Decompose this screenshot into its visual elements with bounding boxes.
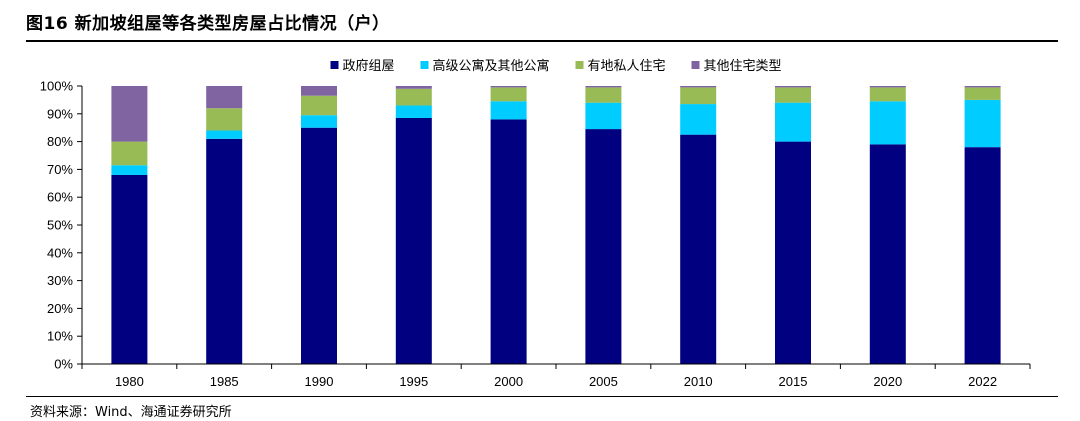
bar-segment-1985-series-2 [206, 130, 243, 139]
bar-segment-2005-series-1 [585, 129, 622, 364]
y-tick-label: 0% [54, 357, 73, 372]
y-tick-label: 80% [47, 134, 73, 149]
x-axis: 1980 1985 1990 1995 2000 2005 2010 2015 2020 2022 [81, 363, 1031, 389]
y-tick-label: 100% [40, 79, 74, 94]
bar-segment-1995-series-2 [395, 105, 432, 118]
x-tick-label: 2010 [684, 374, 713, 389]
y-tick-label: 50% [47, 218, 73, 233]
bar-segment-1990-series-2 [301, 115, 337, 128]
bar-segment-2020-series-3 [869, 87, 906, 102]
x-tick-label: 1990 [305, 374, 334, 389]
bar-segment-1980-series-3 [111, 141, 148, 166]
x-tick-label: 2000 [494, 374, 523, 389]
bar-segment-2022-series-2 [964, 99, 1001, 148]
bar-segment-2000-series-4 [490, 86, 527, 88]
y-tick-label: 70% [47, 162, 73, 177]
bar-segment-2022-series-1 [964, 147, 1001, 364]
bar-segment-1995-series-4 [395, 86, 432, 89]
bar-segment-2005-series-4 [585, 86, 622, 88]
bar-segment-2010-series-2 [680, 104, 717, 135]
source-note: 资料来源：Wind、海通证券研究所 [30, 405, 232, 420]
x-tick-label: 2022 [968, 374, 997, 389]
bar-segment-2010-series-4 [680, 86, 717, 88]
bar-segment-1980-series-4 [111, 86, 148, 142]
bar-segment-1980-series-2 [111, 165, 148, 175]
chart-legend: 政府组屋 高级公寓及其他公寓 有地私人住宅 其他住宅类型 [330, 58, 782, 74]
bar-segment-2010-series-3 [680, 87, 717, 105]
bar-segment-2022-series-3 [964, 87, 1001, 100]
legend-swatch [420, 61, 429, 69]
bar-segment-1995-series-1 [395, 117, 432, 364]
y-tick-label: 40% [47, 245, 73, 260]
bar-segment-1985-series-4 [206, 86, 243, 109]
bar-segment-1985-series-3 [206, 108, 243, 131]
bar-segment-2010-series-1 [680, 134, 717, 364]
bar-segment-1990-series-4 [301, 86, 337, 96]
legend-label: 其他住宅类型 [704, 59, 782, 74]
x-tick-label: 1985 [210, 374, 239, 389]
bar-segment-1990-series-3 [301, 95, 337, 116]
bar-segment-1980-series-1 [111, 174, 148, 364]
y-tick-label: 20% [47, 301, 73, 316]
bar-segment-1995-series-3 [395, 88, 432, 106]
figure-title: 图16 新加坡组屋等各类型房屋占比情况（户） [26, 14, 390, 34]
bar-segment-2015-series-2 [775, 102, 811, 142]
bar-segment-2005-series-2 [585, 102, 622, 130]
bar-segment-2022-series-4 [964, 86, 1001, 88]
bar-segment-2015-series-1 [775, 141, 811, 364]
bar-segment-2000-series-1 [490, 119, 527, 364]
legend-swatch [691, 61, 700, 69]
bar-segment-2015-series-3 [775, 87, 811, 103]
bar-segment-2005-series-3 [585, 87, 622, 103]
bar-segment-2015-series-4 [775, 86, 811, 88]
y-tick-label: 90% [47, 106, 73, 121]
legend-swatch [330, 61, 339, 69]
x-tick-label: 2015 [779, 374, 808, 389]
y-tick-label: 10% [47, 329, 73, 344]
legend-label: 高级公寓及其他公寓 [433, 58, 550, 74]
x-tick-label: 1995 [399, 374, 428, 389]
x-tick-label: 2020 [873, 374, 902, 389]
legend-label: 有地私人住宅 [588, 59, 666, 74]
legend-swatch [575, 61, 584, 69]
title-divider [26, 40, 1058, 42]
y-tick-label: 60% [47, 190, 73, 205]
bar-segment-2020-series-4 [869, 86, 906, 88]
legend-label: 政府组屋 [343, 59, 395, 74]
y-axis: 0% 10% 20% 30% 40% 50% 60% 70% 80% 90% 100% [40, 79, 83, 372]
bar-segment-1985-series-1 [206, 138, 243, 364]
x-tick-label: 2005 [589, 374, 618, 389]
bar-segment-2020-series-1 [869, 144, 906, 364]
bar-segment-2000-series-2 [490, 101, 527, 120]
x-tick-label: 1980 [115, 374, 144, 389]
bar-segment-2020-series-2 [869, 101, 906, 145]
bar-segment-2000-series-3 [490, 87, 527, 102]
bar-segment-1990-series-1 [301, 127, 337, 364]
bar-series [111, 86, 1001, 364]
source-divider [26, 396, 1058, 397]
y-tick-label: 30% [47, 273, 73, 288]
